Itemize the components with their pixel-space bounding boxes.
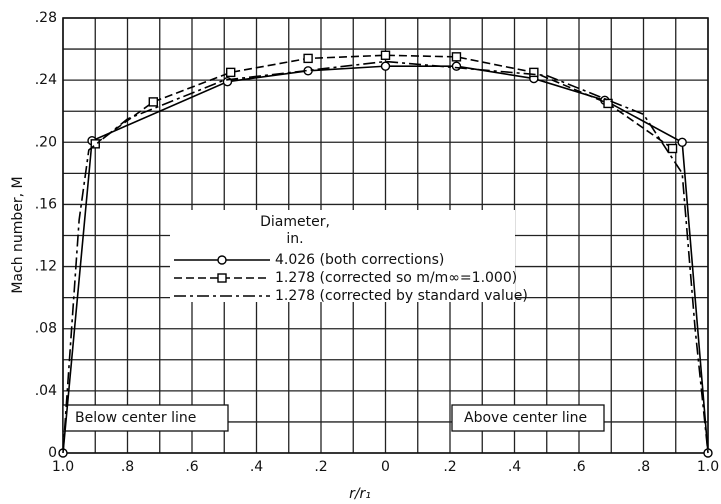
y-tick-label: .24 — [35, 72, 57, 88]
x-tick-label: .8 — [637, 459, 650, 475]
y-tick-label: .08 — [35, 321, 57, 337]
y-tick-label: .04 — [35, 383, 57, 399]
x-tick-label: .2 — [443, 459, 456, 475]
legend-label: 4.026 (both corrections) — [275, 252, 444, 268]
y-tick-label: .28 — [35, 10, 57, 26]
y-tick-label: .12 — [35, 259, 57, 275]
x-tick-label: .6 — [572, 459, 585, 475]
y-axis-label: Mach number, M — [10, 176, 26, 293]
legend-box — [170, 210, 515, 302]
data-point — [529, 67, 539, 78]
legend-marker — [217, 273, 227, 283]
x-tick-label: .8 — [121, 459, 134, 475]
x-tick-label: 1.0 — [697, 459, 719, 475]
data-point — [451, 61, 462, 71]
data-point — [667, 143, 678, 154]
legend-title: Diameter, in. — [260, 214, 330, 247]
legend-label: 1.278 (corrected by standard value) — [275, 288, 528, 304]
annotation-box — [451, 404, 605, 432]
legend-label: 1.278 (corrected so m/m∞=1.000) — [275, 270, 517, 286]
data-point — [380, 50, 391, 60]
x-tick-label: 1.0 — [52, 459, 74, 475]
legend-title-line: in. — [286, 231, 303, 247]
data-point — [677, 137, 687, 147]
annotation-box — [62, 404, 229, 432]
x-axis-label: r/r₁ — [349, 486, 371, 502]
series-line — [62, 65, 709, 454]
y-tick-label: .20 — [35, 134, 57, 150]
data-point — [603, 98, 613, 109]
x-tick-label: .4 — [508, 459, 521, 475]
y-tick-label: 0 — [48, 445, 57, 461]
annotation: Above center line — [464, 410, 587, 426]
x-tick-label: .6 — [185, 459, 198, 475]
data-point — [451, 52, 462, 62]
data-point — [225, 67, 236, 78]
y-tick-label: .16 — [35, 196, 57, 212]
data-point — [303, 53, 313, 64]
x-tick-label: 0 — [381, 459, 390, 475]
legend-marker — [217, 255, 227, 265]
x-tick-label: .2 — [314, 459, 327, 475]
data-point — [90, 139, 100, 149]
plot-frame — [62, 17, 709, 454]
series-line — [94, 54, 673, 150]
data-point — [380, 61, 391, 71]
legend-title-line: Diameter, — [260, 214, 330, 230]
series-line — [62, 60, 709, 454]
annotation: Below center line — [75, 410, 196, 426]
x-tick-label: .4 — [250, 459, 263, 475]
data-point — [148, 97, 159, 107]
